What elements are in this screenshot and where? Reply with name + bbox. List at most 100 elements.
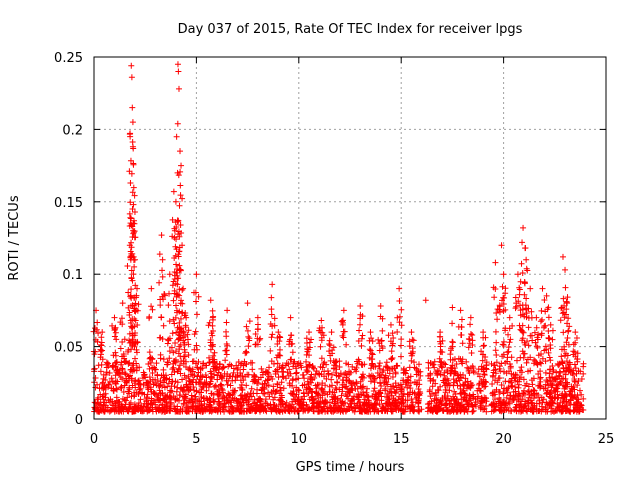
data-point xyxy=(207,397,214,404)
data-point xyxy=(391,388,398,395)
data-point xyxy=(238,360,245,367)
data-point xyxy=(244,327,251,334)
data-point xyxy=(238,391,245,398)
data-point xyxy=(308,336,315,343)
data-point xyxy=(252,341,259,348)
data-point xyxy=(183,383,190,390)
data-point xyxy=(185,351,192,358)
data-point xyxy=(373,408,380,415)
data-point xyxy=(223,333,230,340)
data-point xyxy=(185,327,192,334)
data-point xyxy=(121,404,128,411)
data-point xyxy=(525,305,532,312)
data-point xyxy=(566,367,573,374)
data-point xyxy=(554,388,561,395)
data-point xyxy=(506,361,513,368)
data-point xyxy=(387,321,394,328)
data-point xyxy=(469,337,476,344)
x-tick-label: 25 xyxy=(598,432,615,447)
data-point xyxy=(343,341,350,348)
data-point xyxy=(330,344,337,351)
data-point xyxy=(374,369,381,376)
data-point xyxy=(150,390,157,397)
y-tick-label: 0.1 xyxy=(62,268,83,283)
data-point xyxy=(276,408,283,415)
data-point xyxy=(270,383,277,390)
data-point xyxy=(227,382,234,389)
data-point xyxy=(171,275,178,282)
data-point xyxy=(347,389,354,396)
data-point xyxy=(196,389,203,396)
data-point xyxy=(318,317,325,324)
data-point xyxy=(518,260,525,267)
data-point xyxy=(278,379,285,386)
data-point xyxy=(524,399,531,406)
data-point xyxy=(545,314,552,321)
data-point xyxy=(375,389,382,396)
data-point xyxy=(117,407,124,414)
data-point xyxy=(289,377,296,384)
data-point xyxy=(493,309,500,316)
data-point xyxy=(168,383,175,390)
data-point xyxy=(254,326,261,333)
data-point xyxy=(178,297,185,304)
data-point xyxy=(298,395,305,402)
data-point xyxy=(309,400,316,407)
data-point xyxy=(180,357,187,364)
data-point xyxy=(336,363,343,370)
data-point xyxy=(563,306,570,313)
data-point xyxy=(375,362,382,369)
data-point xyxy=(169,378,176,385)
data-point xyxy=(386,370,393,377)
data-point xyxy=(95,400,102,407)
data-point xyxy=(194,364,201,371)
data-point xyxy=(495,306,502,313)
data-point xyxy=(357,303,364,310)
data-point xyxy=(180,401,187,408)
data-point xyxy=(91,365,98,372)
data-point xyxy=(182,322,189,329)
data-point xyxy=(494,316,501,323)
data-point xyxy=(172,378,179,385)
data-point xyxy=(518,369,525,376)
data-point xyxy=(296,387,303,394)
data-point xyxy=(568,385,575,392)
data-point xyxy=(540,385,547,392)
data-point xyxy=(392,380,399,387)
data-point xyxy=(151,399,158,406)
data-point xyxy=(169,282,176,289)
data-point xyxy=(170,297,177,304)
data-point xyxy=(235,358,242,365)
data-point xyxy=(397,353,404,360)
data-point xyxy=(125,388,132,395)
data-point xyxy=(493,352,500,359)
data-point xyxy=(219,365,226,372)
data-point xyxy=(160,395,167,402)
data-point xyxy=(578,391,585,398)
data-point xyxy=(229,391,236,398)
data-point xyxy=(406,403,413,410)
data-point xyxy=(372,363,379,370)
data-point xyxy=(500,271,507,278)
data-point xyxy=(547,394,554,401)
data-point xyxy=(172,356,179,363)
data-point xyxy=(365,394,372,401)
data-point xyxy=(147,400,154,407)
chart-title: Day 037 of 2015, Rate Of TEC Index for r… xyxy=(178,22,523,37)
data-point xyxy=(168,344,175,351)
data-point xyxy=(243,323,250,330)
data-point xyxy=(452,368,459,375)
data-point xyxy=(249,359,256,366)
data-point xyxy=(244,408,251,415)
data-point xyxy=(358,342,365,349)
data-point xyxy=(278,400,285,407)
data-point xyxy=(131,192,138,199)
data-point xyxy=(457,307,464,314)
data-point xyxy=(521,313,528,320)
data-point xyxy=(269,390,276,397)
data-point xyxy=(251,399,258,406)
data-point xyxy=(326,383,333,390)
data-point xyxy=(378,338,385,345)
data-point xyxy=(394,314,401,321)
data-point xyxy=(500,338,507,345)
